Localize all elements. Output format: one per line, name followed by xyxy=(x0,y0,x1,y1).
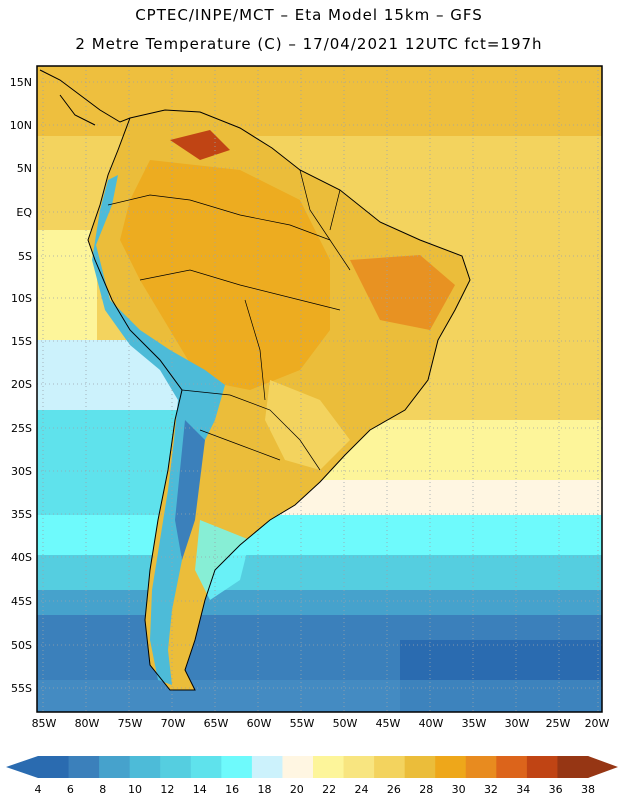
colorbar-swatch xyxy=(343,756,375,778)
lat-label: 20S xyxy=(11,378,32,391)
lat-label: 45S xyxy=(11,595,32,608)
colorbar-tick-label: 22 xyxy=(322,783,336,796)
colorbar-swatch xyxy=(99,756,131,778)
lat-label: 55S xyxy=(11,682,32,695)
colorbar-swatch xyxy=(435,756,467,778)
andes-cold-band xyxy=(92,175,225,685)
colorbar-swatch xyxy=(496,756,528,778)
coastlines xyxy=(39,69,471,691)
colorbar-swatch xyxy=(557,756,589,778)
lon-label: 70W xyxy=(161,717,186,730)
lat-label: 5S xyxy=(18,250,32,263)
colorbar: 4 6 8 10 12 14 16 18 20 22 24 26 28 30 32 34 36 38 xyxy=(6,756,618,796)
colorbar-tick-label: 8 xyxy=(99,783,106,796)
longitude-labels: 85W 80W 75W 70W 65W 60W 55W 50W 45W 40W … xyxy=(32,717,610,730)
map-title-line1: CPTEC/INPE/MCT – Eta Model 15km – GFS xyxy=(135,6,483,24)
lon-label: 50W xyxy=(333,717,358,730)
lat-label: 25S xyxy=(11,422,32,435)
lon-label: 65W xyxy=(204,717,229,730)
lon-label: 30W xyxy=(505,717,530,730)
colorbar-tick-label: 4 xyxy=(35,783,42,796)
colorbar-swatch xyxy=(251,756,283,778)
lon-label: 25W xyxy=(546,717,571,730)
colorbar-tick-label: 38 xyxy=(581,783,595,796)
colorbar-swatch xyxy=(404,756,436,778)
map-title-line2: 2 Metre Temperature (C) – 17/04/2021 12U… xyxy=(75,35,543,53)
map-frame xyxy=(36,65,603,713)
lat-label: 15S xyxy=(11,335,32,348)
lat-label: 35S xyxy=(11,508,32,521)
colorbar-tick-label: 28 xyxy=(419,783,433,796)
colorbar-tick-label: 14 xyxy=(193,783,207,796)
lon-label: 20W xyxy=(585,717,610,730)
colorbar-swatch xyxy=(221,756,253,778)
lon-label: 80W xyxy=(75,717,100,730)
colorbar-tick-label: 24 xyxy=(355,783,369,796)
colorbar-tick-label: 16 xyxy=(225,783,239,796)
lat-label: 30S xyxy=(11,465,32,478)
lon-label: 60W xyxy=(247,717,272,730)
colorbar-swatch xyxy=(313,756,345,778)
colorbar-tick-label: 12 xyxy=(160,783,174,796)
lat-label: 10S xyxy=(11,292,32,305)
lon-label: 45W xyxy=(376,717,401,730)
colorbar-tick-label: 20 xyxy=(290,783,304,796)
colorbar-swatch xyxy=(160,756,192,778)
colorbar-swatch xyxy=(526,756,558,778)
lon-label: 35W xyxy=(462,717,487,730)
lat-label: 15N xyxy=(10,76,32,89)
lat-label: 50S xyxy=(11,639,32,652)
lat-label: EQ xyxy=(16,206,32,219)
colorbar-swatch xyxy=(38,756,70,778)
lat-label: 10N xyxy=(10,119,32,132)
colorbar-tick-label: 30 xyxy=(452,783,466,796)
colorbar-tick-label: 32 xyxy=(484,783,498,796)
colorbar-arrow-low xyxy=(6,756,38,778)
colorbar-tick-label: 10 xyxy=(128,783,142,796)
colorbar-tick-label: 6 xyxy=(67,783,74,796)
colorbar-tick-label: 36 xyxy=(549,783,563,796)
colorbar-swatch xyxy=(374,756,406,778)
colorbar-swatch xyxy=(129,756,161,778)
country-borders xyxy=(107,169,351,471)
colorbar-tick-label: 26 xyxy=(387,783,401,796)
colorbar-arrow-high xyxy=(588,756,618,778)
lat-label: 40S xyxy=(11,551,32,564)
colorbar-swatch xyxy=(465,756,497,778)
lat-label: 5N xyxy=(17,162,32,175)
lon-label: 55W xyxy=(290,717,315,730)
colorbar-swatch xyxy=(282,756,314,778)
colorbar-tick-label: 18 xyxy=(257,783,271,796)
lon-label: 75W xyxy=(118,717,143,730)
colorbar-swatch xyxy=(190,756,222,778)
map-field xyxy=(37,66,602,712)
latitude-labels: 15N 10N 5N EQ 5S 10S 15S 20S 25S 30S 35S… xyxy=(10,76,33,695)
colorbar-swatch xyxy=(68,756,100,778)
lon-label: 40W xyxy=(419,717,444,730)
colorbar-tick-label: 34 xyxy=(516,783,530,796)
lon-label: 85W xyxy=(32,717,57,730)
